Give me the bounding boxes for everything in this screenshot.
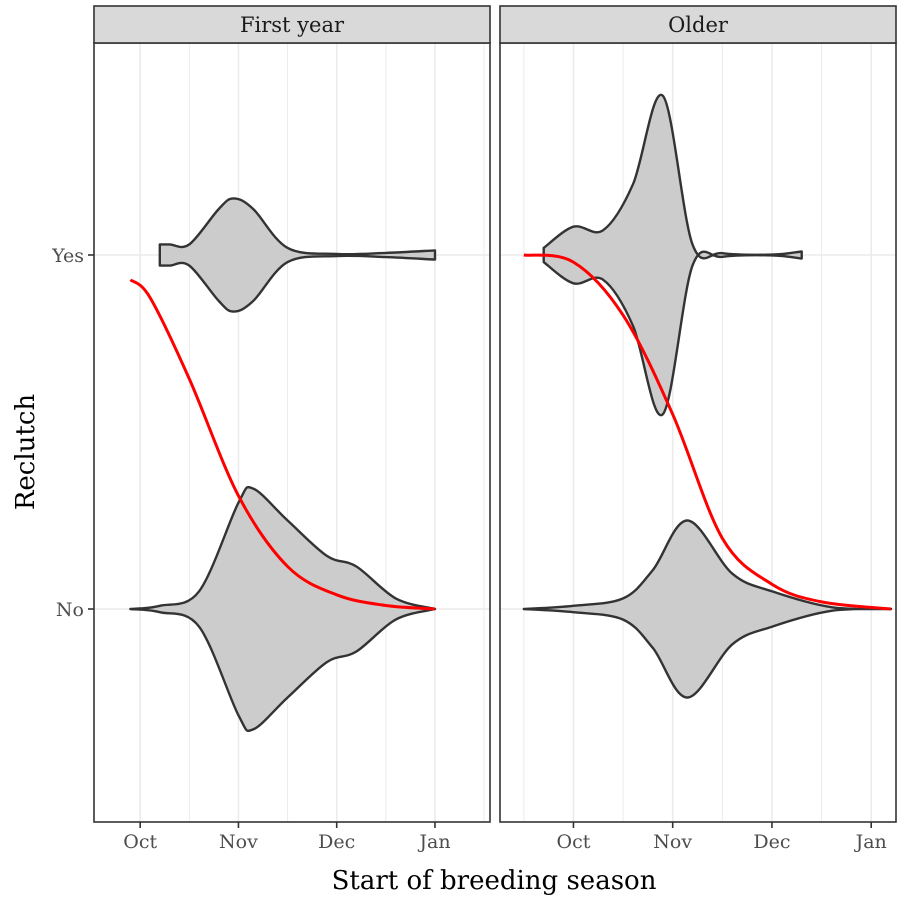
strip-label: First year xyxy=(240,13,345,37)
violin-yes xyxy=(158,197,437,313)
x-tick-label: Jan xyxy=(854,831,887,853)
y-axis-title: Reclutch xyxy=(11,394,41,511)
x-tick-label: Nov xyxy=(219,831,258,853)
y-tick-label: Yes xyxy=(51,245,84,267)
strip-background xyxy=(499,5,897,44)
x-tick-label: Dec xyxy=(753,831,790,853)
fit-line xyxy=(129,278,436,611)
x-tick-label: Dec xyxy=(318,831,355,853)
y-tick-label: No xyxy=(56,599,84,621)
strip-label: Older xyxy=(668,13,729,37)
violin-yes xyxy=(542,93,803,417)
panel-background xyxy=(94,43,490,822)
x-axis-title: Start of breeding season xyxy=(332,866,657,896)
panels-layer: First year Oct Nov Dec Jan Older Oct Nov Dec Jan N… xyxy=(51,5,897,853)
x-tick-label: Nov xyxy=(653,831,692,853)
x-tick-label: Jan xyxy=(417,831,450,853)
strip-background xyxy=(93,5,491,44)
panel-background xyxy=(500,43,896,822)
x-tick-label: Oct xyxy=(557,831,591,853)
panel-2: Older Oct Nov Dec Jan xyxy=(499,5,897,853)
fit-line xyxy=(523,253,892,611)
panel-1: First year Oct Nov Dec Jan xyxy=(93,5,491,853)
x-tick-label: Oct xyxy=(123,831,157,853)
